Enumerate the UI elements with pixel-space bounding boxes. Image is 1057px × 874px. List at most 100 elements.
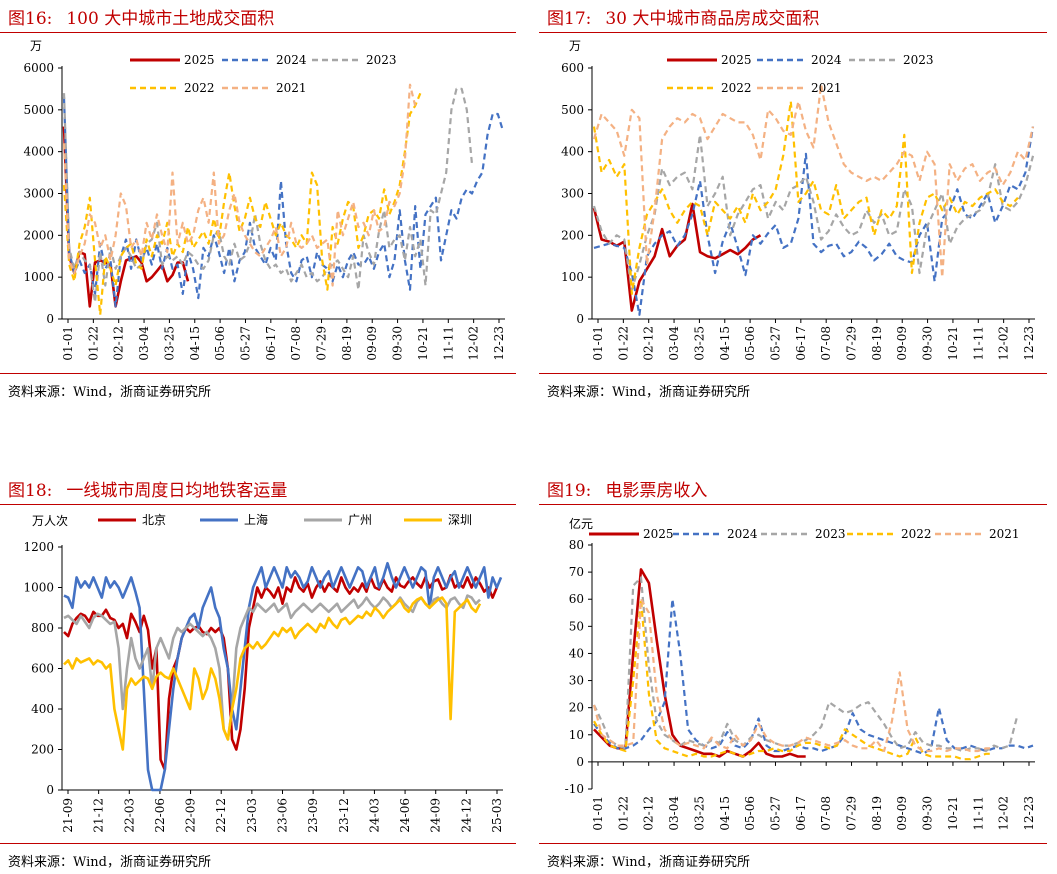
source-rule (539, 843, 1047, 844)
legend-label: 2022 (901, 527, 932, 541)
source-rule (0, 843, 516, 844)
x-tick-label: 24-12 (459, 798, 473, 833)
x-tick-label: 03-04 (667, 326, 681, 361)
x-tick-label: 12-23 (492, 326, 506, 361)
x-tick-label: 07-29 (315, 326, 329, 361)
x-tick-label: 23-09 (306, 798, 320, 833)
legend-item-2024: 2024 (222, 53, 307, 67)
x-tick-label: 03-04 (667, 796, 681, 831)
legend-label: 2021 (989, 527, 1020, 541)
panel-fig18: 图18: 一线城市周度日均地铁客运量 万人次 0 200 400 600 800 1000 12… (0, 472, 518, 874)
x-tick-label: 07-08 (289, 326, 303, 361)
x-tick-label: 23-06 (276, 798, 290, 833)
x-tick-label: 09-30 (921, 796, 935, 831)
series-line-2025 (592, 202, 762, 312)
legend-item-2023: 2023 (312, 53, 397, 67)
y-tick-label: 0 (576, 312, 584, 326)
y-tick-label: 80 (569, 538, 584, 552)
y-unit-label: 万 (569, 39, 581, 53)
title-rule (0, 32, 516, 33)
x-tick-label: 03-25 (692, 326, 706, 361)
legend-label: 2023 (815, 527, 846, 541)
legend-label: 北京 (142, 513, 166, 527)
series-line-2024 (593, 598, 1034, 755)
series-line-广州 (63, 594, 481, 741)
x-tick-label: 11-11 (971, 796, 985, 831)
legend-label: 2023 (366, 53, 397, 67)
figure-title-text: 100 大中城市土地成交面积 (66, 9, 275, 29)
legend-label: 2024 (276, 53, 307, 67)
figure-title-text: 电影票房收入 (605, 481, 708, 501)
y-tick-label: 500 (561, 103, 584, 117)
x-tick-label: 22-12 (214, 798, 228, 833)
panel-fig19: 图19: 电影票房收入 亿元 -10 0 10 20 30 40 50 60 70 80 01-01 01… (539, 472, 1057, 874)
panel-fig17: 图17: 30 大中城市商品房成交面积 万 0 100 200 300 400 500 600 0… (539, 0, 1057, 410)
x-tick-label: 05-06 (743, 326, 757, 361)
legend-item-2024: 2024 (673, 527, 758, 541)
series-line-2021 (592, 598, 994, 753)
legend-item-2022: 2022 (847, 527, 932, 541)
x-tick-label: 09-09 (895, 326, 909, 361)
x-tick-label: 12-23 (1022, 326, 1036, 361)
y-tick-label: 2000 (23, 228, 54, 242)
source-note: 资料来源：Wind，浙商证券研究所 (547, 855, 750, 870)
legend-item-上海: 上海 (200, 512, 268, 527)
x-tick-label: 25-03 (490, 798, 504, 833)
figure-number: 图17: (547, 9, 592, 29)
figure-title: 图18: 一线城市周度日均地铁客运量 (8, 476, 287, 501)
x-tick-label: 10-21 (946, 326, 960, 361)
figure-title: 图16: 100 大中城市土地成交面积 (8, 4, 274, 29)
y-tick-label: 20 (569, 701, 584, 715)
source-note: 资料来源：Wind，浙商证券研究所 (8, 855, 211, 870)
y-tick-label: 200 (31, 743, 54, 757)
y-tick-label: 0 (46, 312, 54, 326)
y-tick-label: 400 (31, 702, 54, 716)
x-tick-label: 06-17 (794, 326, 808, 361)
y-tick-label: 800 (31, 621, 54, 635)
y-tick-label: 100 (561, 270, 584, 284)
legend-item-2023: 2023 (761, 527, 846, 541)
chart-box-office: 亿元 -10 0 10 20 30 40 50 60 70 80 01-01 01-22 02-12 03-… (565, 516, 1036, 831)
legend-item-2025: 2025 (589, 527, 674, 541)
chart-metro-ridership: 万人次 0 200 400 600 800 1000 1200 21-09 21-12 22-03 2… (23, 512, 504, 833)
title-rule (539, 504, 1047, 505)
x-tick-label: 09-30 (391, 326, 405, 361)
legend-label: 2025 (721, 53, 752, 67)
legend-item-2022: 2022 (130, 81, 215, 95)
x-tick-label: 22-03 (122, 798, 136, 833)
x-tick-label: 04-15 (718, 796, 732, 831)
chart-housing-transaction-area: 万 0 100 200 300 400 500 600 01-01 01-22 02-12 03-04… (561, 39, 1036, 361)
x-tick-label: 12-02 (467, 326, 481, 361)
y-tick-label: 4000 (23, 145, 54, 159)
y-tick-label: 10 (569, 728, 584, 742)
source-note: 资料来源：Wind，浙商证券研究所 (547, 385, 750, 400)
x-tick-label: 07-29 (845, 796, 859, 831)
x-tick-label: 10-21 (416, 326, 430, 361)
source-rule (539, 373, 1047, 374)
y-tick-label: 1200 (23, 540, 54, 554)
series-line-北京 (63, 574, 499, 772)
x-tick-label: 05-06 (213, 326, 227, 361)
legend-item-广州: 广州 (304, 513, 372, 527)
series-line-上海 (63, 561, 503, 792)
source-note: 资料来源：Wind，浙商证券研究所 (8, 385, 211, 400)
x-tick-label: 09-30 (921, 326, 935, 361)
x-tick-label: 21-09 (61, 798, 75, 833)
series-line-2023 (593, 576, 1019, 753)
x-tick-label: 21-12 (92, 798, 106, 833)
x-tick-label: 03-25 (162, 326, 176, 361)
figure-title: 图17: 30 大中城市商品房成交面积 (547, 4, 819, 29)
x-tick-label: 22-06 (153, 798, 167, 833)
figure-number: 图19: (547, 481, 592, 501)
y-tick-label: 400 (561, 145, 584, 159)
series-line-2021 (592, 83, 1035, 279)
x-tick-label: 02-12 (112, 326, 126, 361)
legend-item-2021: 2021 (935, 527, 1020, 541)
x-tick-label: 01-22 (616, 796, 630, 831)
legend-item-2021: 2021 (757, 81, 842, 95)
x-tick-label: 01-22 (616, 326, 630, 361)
x-tick-label: 12-02 (997, 326, 1011, 361)
y-tick-label: 300 (561, 187, 584, 201)
figure-title: 图19: 电影票房收入 (547, 476, 707, 501)
legend-label: 2023 (903, 53, 934, 67)
